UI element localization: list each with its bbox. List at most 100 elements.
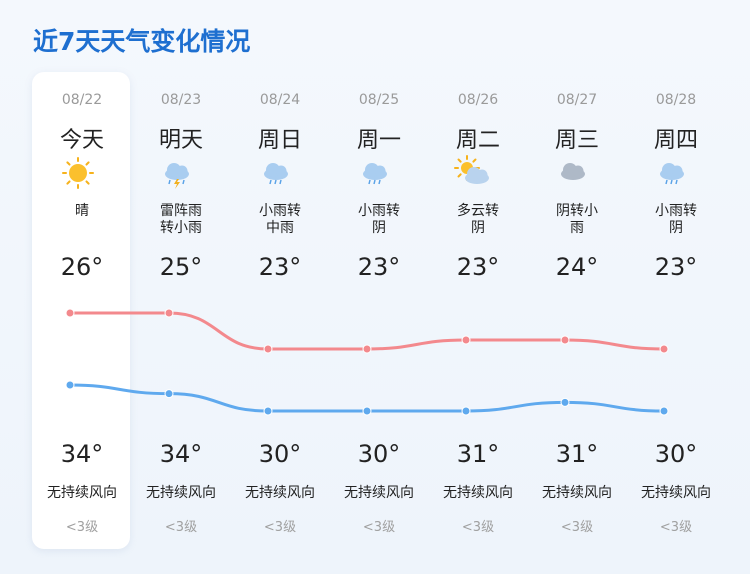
day-name: 周一 [356, 128, 402, 153]
weather-icon [62, 157, 94, 189]
high-temp-line [70, 311, 665, 351]
high-temp-dot [263, 344, 273, 354]
rain-drop [279, 179, 282, 185]
bolt [174, 179, 180, 189]
day-name: 周二 [455, 128, 501, 153]
rain-drop [182, 179, 185, 185]
rain-drop [274, 179, 277, 185]
date: 08/27 [556, 92, 598, 108]
weather-icon [264, 163, 288, 185]
rain-drop [675, 179, 678, 185]
wind-direction: 无持续风向 [443, 485, 513, 501]
wind-direction: 无持续风向 [245, 485, 315, 501]
today-card [32, 72, 130, 549]
high-temp-label: 34° [159, 440, 203, 468]
cloud [572, 165, 584, 177]
rain-drop [670, 179, 673, 185]
sun-ray [457, 173, 462, 178]
wind-level: <3级 [659, 520, 693, 535]
high-temp-dot [362, 344, 372, 354]
sun [69, 164, 87, 182]
low-temp-label: 24° [555, 253, 599, 281]
high-temp-label: 30° [357, 440, 401, 468]
rain-drop [269, 179, 272, 185]
rain-drop [168, 179, 171, 185]
sun-ray [85, 161, 90, 166]
date: 08/24 [259, 92, 301, 108]
cloud [374, 165, 386, 177]
wind-direction: 无持续风向 [344, 485, 414, 501]
high-temp-dot [560, 335, 570, 345]
weather-text: 阴转小雨 [556, 203, 598, 236]
sun-ray [66, 180, 71, 185]
sun-ray [472, 158, 477, 163]
day-name: 今天 [59, 128, 105, 153]
date: 08/25 [358, 92, 400, 108]
weather-icon [363, 163, 387, 185]
wind-direction: 无持续风向 [641, 485, 711, 501]
low-temp-dot [362, 406, 372, 416]
sun-ray [457, 158, 462, 163]
day-name: 周四 [653, 128, 699, 153]
weather-text: 雷阵雨转小雨 [160, 203, 202, 236]
low-temp-dot [461, 406, 471, 416]
weather-icon [561, 163, 585, 180]
day-name: 明天 [158, 128, 204, 153]
weather-text: 小雨转阴 [358, 203, 400, 236]
high-temp-label: 30° [258, 440, 302, 468]
date: 08/22 [61, 92, 103, 108]
sun-ray [66, 161, 71, 166]
weather-text: 小雨转中雨 [259, 203, 301, 236]
sun-ray [85, 180, 90, 185]
rain-drop [378, 179, 381, 185]
low-temp-dot [65, 380, 75, 390]
weather-text: 晴 [75, 203, 89, 219]
day-name: 周日 [257, 128, 303, 153]
high-temp-label: 30° [654, 440, 698, 468]
wind-direction: 无持续风向 [146, 485, 216, 501]
date: 08/26 [457, 92, 499, 108]
wind-level: <3级 [461, 520, 495, 535]
low-temp-dot [263, 406, 273, 416]
date: 08/28 [655, 92, 697, 108]
cloud [275, 165, 287, 177]
weather-icon [454, 155, 489, 184]
day-name: 周三 [554, 128, 600, 153]
low-temp-dot [560, 397, 570, 407]
low-temp-label: 26° [60, 253, 104, 281]
date: 08/23 [160, 92, 202, 108]
wind-level: <3级 [362, 520, 396, 535]
low-temp-label: 23° [258, 253, 302, 281]
weather-text: 多云转阴 [457, 203, 499, 236]
high-temp-dot [65, 308, 75, 318]
weather-icon [165, 163, 189, 189]
rain-drop [368, 179, 371, 185]
title: 近7天天气变化情况 [33, 27, 251, 56]
high-temp-label: 31° [456, 440, 500, 468]
cloud [476, 169, 488, 181]
high-temp-label: 31° [555, 440, 599, 468]
rain-drop [665, 179, 668, 185]
cloud [176, 165, 188, 177]
low-temp-label: 23° [654, 253, 698, 281]
cloud [671, 165, 683, 177]
weather-text: 小雨转阴 [655, 203, 697, 236]
wind-level: <3级 [65, 520, 99, 535]
high-temp-dot [659, 344, 669, 354]
high-temp-dot [461, 335, 471, 345]
high-temp-label: 34° [60, 440, 104, 468]
low-temp-dot [164, 389, 174, 399]
wind-direction: 无持续风向 [542, 485, 612, 501]
low-temp-dot [659, 406, 669, 416]
wind-level: <3级 [164, 520, 198, 535]
rain-drop [373, 179, 376, 185]
low-temp-label: 23° [357, 253, 401, 281]
wind-direction: 无持续风向 [47, 485, 117, 501]
low-temp-label: 25° [159, 253, 203, 281]
high-temp-dot [164, 308, 174, 318]
low-temp-label: 23° [456, 253, 500, 281]
wind-level: <3级 [560, 520, 594, 535]
weather-icon [660, 163, 684, 185]
